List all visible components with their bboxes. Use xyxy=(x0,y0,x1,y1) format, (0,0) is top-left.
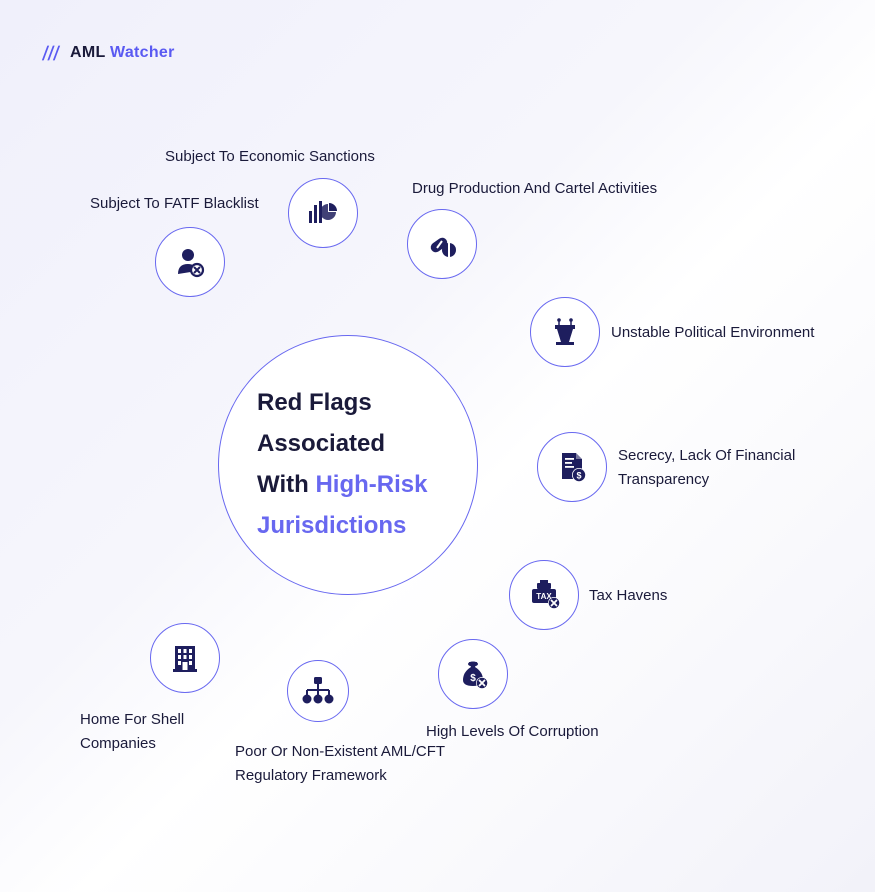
node-label-secrecy: Secrecy, Lack Of Financial Transparency xyxy=(618,444,818,492)
logo-mark-icon xyxy=(40,42,62,64)
pills-icon xyxy=(424,226,460,262)
doc-money-icon xyxy=(554,449,590,485)
brand-logo: AML Watcher xyxy=(40,42,175,64)
node-label-fatf: Subject To FATF Blacklist xyxy=(90,192,290,216)
node-label-tax: Tax Havens xyxy=(589,584,729,608)
center-title-line2: Associated xyxy=(257,430,385,457)
node-circle-tax xyxy=(509,560,579,630)
center-title: Red Flags Associated With High-Risk Juri… xyxy=(257,383,439,546)
user-x-icon xyxy=(172,244,208,280)
money-bag-x-icon xyxy=(455,656,491,692)
node-label-shell: Home For Shell Companies xyxy=(80,708,220,756)
node-circle-shell xyxy=(150,623,220,693)
chart-pie-icon xyxy=(305,195,341,231)
logo-text-part1: AML xyxy=(70,44,105,61)
node-circle-drugs xyxy=(407,209,477,279)
node-label-drugs: Drug Production And Cartel Activities xyxy=(412,177,732,201)
node-circle-sanctions xyxy=(288,178,358,248)
node-label-framework: Poor Or Non-Existent AML/CFT Regulatory … xyxy=(235,740,470,788)
building-icon xyxy=(167,640,203,676)
tax-icon xyxy=(526,577,562,613)
node-circle-secrecy xyxy=(537,432,607,502)
podium-icon xyxy=(547,314,583,350)
node-circle-political xyxy=(530,297,600,367)
node-label-sanctions: Subject To Economic Sanctions xyxy=(165,145,425,169)
node-label-political: Unstable Political Environment xyxy=(611,321,841,345)
node-circle-corruption xyxy=(438,639,508,709)
center-circle: Red Flags Associated With High-Risk Juri… xyxy=(218,335,478,595)
org-chart-icon xyxy=(300,673,336,709)
center-title-line1: Red Flags xyxy=(257,389,372,416)
node-circle-framework xyxy=(287,660,349,722)
logo-text-part2: Watcher xyxy=(110,44,175,61)
logo-text: AML Watcher xyxy=(70,44,175,62)
node-circle-fatf xyxy=(155,227,225,297)
center-title-line3: With xyxy=(257,471,315,498)
